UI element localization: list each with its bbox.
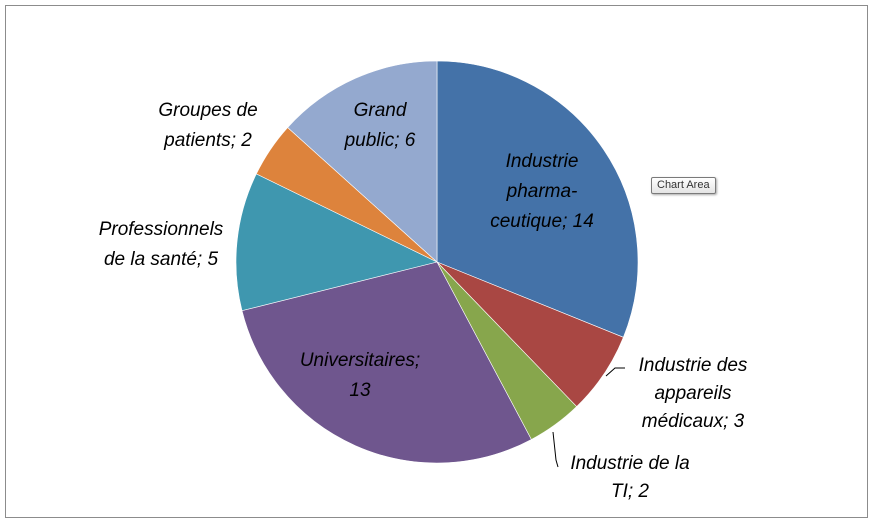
pie-slice-1[interactable] [436,60,639,338]
data-label-2: Industrie des appareils médicaux; 3 [639,355,748,432]
data-label-6: Groupes de patients; 2 [158,100,257,151]
data-label-line: médicaux; 3 [642,411,745,432]
data-label-line: TI; 2 [611,481,649,502]
data-label-line: Industrie [506,151,579,172]
leader-line-2 [605,367,625,377]
leader-line-3 [552,431,559,468]
pie-slice-7[interactable] [287,60,438,263]
data-label-line: appareils [654,383,732,404]
data-label-line: 13 [349,380,371,401]
pie-slices [235,60,639,464]
data-label-line: Groupes de [158,100,257,121]
data-label-4: Universitaires; 13 [300,350,420,401]
data-label-line: public; 6 [344,130,416,151]
data-label-7: Grand public; 6 [344,100,416,151]
data-label-line: Industrie de la [570,453,689,474]
pie-slice-5[interactable] [235,173,438,311]
leader-lines [552,367,625,468]
data-labels: Industrie pharma-ceutique; 14 Industrie de… [99,100,748,502]
data-label-line: patients; 2 [163,130,252,151]
pie-slice-4[interactable] [241,261,532,464]
data-label-line: de la santé; 5 [104,249,219,270]
data-label-line: pharma- [506,181,578,202]
data-label-line: ceutique; 14 [490,211,594,232]
data-label-line: Universitaires; [300,350,420,371]
data-label-1: Industrie pharma-ceutique; 14 [490,151,594,232]
data-label-line: Industrie des [639,355,748,376]
data-label-line: Grand [354,100,408,121]
chart-area-tooltip: Chart Area [651,177,716,194]
data-label-5: Professionnels de la santé; 5 [99,219,224,270]
data-label-3: Industrie de la TI; 2 [570,453,689,502]
data-label-line: Professionnels [99,219,224,240]
